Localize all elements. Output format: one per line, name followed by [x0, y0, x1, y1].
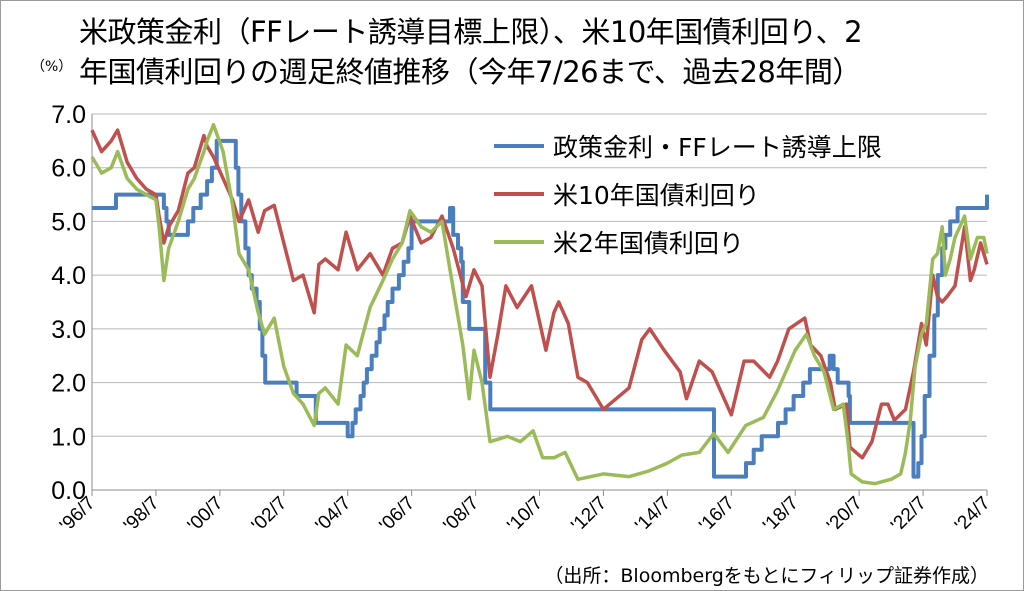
legend-label-3: 米2年国債利回り: [553, 229, 744, 258]
x-tick-label: '04/7: [312, 493, 356, 537]
x-tick-label: '12/7: [567, 493, 611, 537]
y-tick-label: 3.0: [51, 316, 86, 344]
x-tick-label: '08/7: [440, 493, 484, 537]
x-tick-label: '02/7: [248, 493, 292, 537]
y-tick-label: 7.0: [51, 101, 86, 129]
y-tick-label: 1.0: [51, 423, 86, 451]
y-tick-label: 0.0: [51, 477, 86, 505]
x-tick-label: '16/7: [695, 493, 739, 537]
chart-title-line-1: 米政策金利（FFレート誘導目標上限）、米10年国債利回り、2: [79, 15, 863, 49]
source-note: （出所：Bloombergをもとにフィリップ証券作成）: [544, 565, 989, 587]
x-tick-label: '14/7: [631, 493, 675, 537]
legend-label-2: 米10年国債利回り: [553, 181, 760, 210]
x-tick-label: '06/7: [376, 493, 420, 537]
y-tick-label: 6.0: [51, 155, 86, 183]
x-tick-label: '10/7: [503, 493, 547, 537]
series-lines: [90, 122, 989, 486]
series-line-1: [92, 138, 989, 479]
legend-label-1: 政策金利・FFレート誘導上限: [553, 133, 882, 162]
x-tick-label: '00/7: [184, 493, 228, 537]
x-tick-label: '20/7: [823, 493, 867, 537]
series-line-2: [90, 128, 989, 460]
x-tick-label: '98/7: [120, 493, 164, 537]
series-line-3: [90, 122, 989, 486]
chart-title-line-2: 年国債利回りの週足終値推移（今年7/26まで、過去28年間）: [79, 55, 861, 89]
y-tick-label: 4.0: [51, 262, 86, 290]
x-tick-label: '24/7: [951, 493, 995, 537]
y-axis-ticks: 7.0 6.0 5.0 4.0 3.0 2.0 1.0 0.0: [51, 101, 86, 505]
x-tick-label: '18/7: [759, 493, 803, 537]
x-axis-ticks: '96/7'98/7'00/7'02/7'04/7'06/7'08/7'10/7…: [56, 493, 995, 537]
y-tick-label: 5.0: [51, 208, 86, 236]
x-tick-label: '22/7: [887, 493, 931, 537]
y-tick-label: 2.0: [51, 370, 86, 398]
y-axis-unit: （%）: [31, 59, 73, 75]
